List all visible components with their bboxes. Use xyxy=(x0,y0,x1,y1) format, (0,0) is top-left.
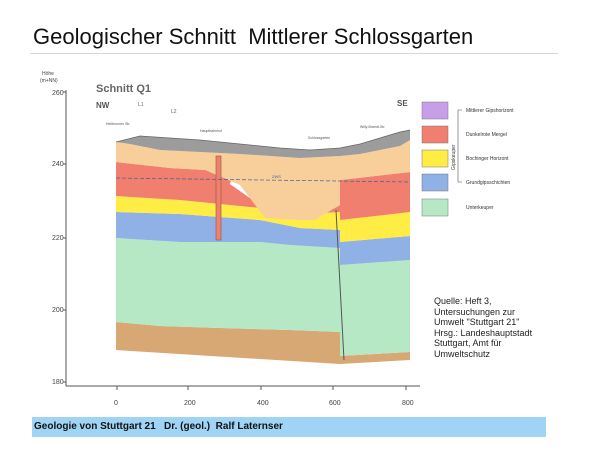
x-tick-label: 800 xyxy=(402,400,414,407)
grundgips-layer-left xyxy=(116,212,340,248)
y-axis-label: Höhe xyxy=(42,71,54,77)
legend-swatch-bochingen xyxy=(421,149,449,168)
y-ticks: 260 240 220 200 180 xyxy=(52,90,66,386)
legend-swatch-gipshorizont xyxy=(421,101,449,120)
direction-se: SE xyxy=(397,99,408,108)
surface-line xyxy=(115,129,411,151)
y-tick-label: 220 xyxy=(52,235,64,242)
title-divider xyxy=(30,53,558,54)
x-tick-label: 400 xyxy=(257,400,269,407)
slide-title: Geologischer Schnitt Mittlerer Schlossga… xyxy=(33,24,474,49)
fill-layer-left xyxy=(116,142,340,220)
marker-l2: L2 xyxy=(171,109,177,115)
source-line: Stuttgart, Amt für xyxy=(434,338,502,349)
site-label: Schlossgarten xyxy=(308,136,330,140)
legend-label-grundgips: Grundgipsschichten xyxy=(466,180,510,186)
bochingen-layer-left xyxy=(116,196,340,230)
y-axis-unit: (m+NN) xyxy=(40,78,58,84)
source-line: Hrsg.: Landeshauptstadt xyxy=(434,327,533,338)
y-tick-label: 260 xyxy=(52,90,64,97)
x-tick-label: 0 xyxy=(114,400,118,407)
source-note: Quelle: Heft 3, Untersuchungen zur Umwel… xyxy=(434,296,564,360)
mergel-layer-left xyxy=(116,162,340,220)
marker-l1: L1 xyxy=(138,102,144,108)
section-title: Schnitt Q1 xyxy=(96,83,151,95)
legend-group-label: Gipskeuper xyxy=(451,144,457,170)
source-line: Umwelt "Stuttgart 21" xyxy=(434,317,520,328)
legend-swatch-unterkeuper xyxy=(421,198,449,217)
source-line: Untersuchungen zur xyxy=(434,306,516,317)
legend-label-mergel: Dunkelrote Mergel xyxy=(466,132,507,138)
fault-line xyxy=(335,209,345,361)
footer-text: Geologie von Stuttgart 21 Dr. (geol.) Ra… xyxy=(34,421,283,432)
y-tick-label: 180 xyxy=(52,379,64,386)
grundgips-layer-right xyxy=(340,236,410,265)
mergel-layer-right xyxy=(340,172,410,220)
y-tick-label: 200 xyxy=(52,307,64,314)
groundwater-level xyxy=(115,177,411,183)
site-label: Willy-Brandt-Str. xyxy=(360,125,385,129)
surface-layer xyxy=(116,130,410,158)
shaft-structure xyxy=(215,155,222,241)
footer-bar: Geologie von Stuttgart 21 Dr. (geol.) Ra… xyxy=(32,417,546,437)
fill-layer-right xyxy=(340,140,410,180)
source-line: Umweltschutz xyxy=(434,348,491,359)
cross-section-strata: ZWS xyxy=(115,129,411,364)
unterkeuper-layer-right xyxy=(340,260,410,356)
x-tick-label: 600 xyxy=(329,400,341,407)
groundwater-label: ZWS xyxy=(272,174,281,179)
site-label: Hauptbahnhof xyxy=(200,129,222,133)
direction-nw: NW xyxy=(96,101,110,110)
x-ticks: 0 200 400 600 800 xyxy=(114,386,414,407)
legend-swatch-mergel xyxy=(421,125,449,144)
unterkeuper-layer-left xyxy=(116,238,340,332)
x-tick-label: 200 xyxy=(184,400,196,407)
geological-section-figure: Höhe (m+NN) 260 240 220 200 180 0 200 40… xyxy=(0,60,600,410)
y-tick-label: 240 xyxy=(52,161,64,168)
legend: Gipskeuper Mittlerer Gipshorizont Dunkel… xyxy=(421,101,514,217)
base-layer xyxy=(116,322,340,364)
site-label: Heilbronner Str. xyxy=(106,122,130,126)
legend-bracket xyxy=(457,109,462,183)
legend-label-bochingen: Bochinger Horizont xyxy=(466,156,509,162)
legend-label-gipshorizont: Mittlerer Gipshorizont xyxy=(466,108,514,114)
legend-swatch-grundgips xyxy=(421,173,449,192)
legend-label-unterkeuper: Unterkeuper xyxy=(466,205,494,211)
bochingen-layer-right xyxy=(340,212,410,242)
source-line: Quelle: Heft 3, xyxy=(434,296,492,306)
